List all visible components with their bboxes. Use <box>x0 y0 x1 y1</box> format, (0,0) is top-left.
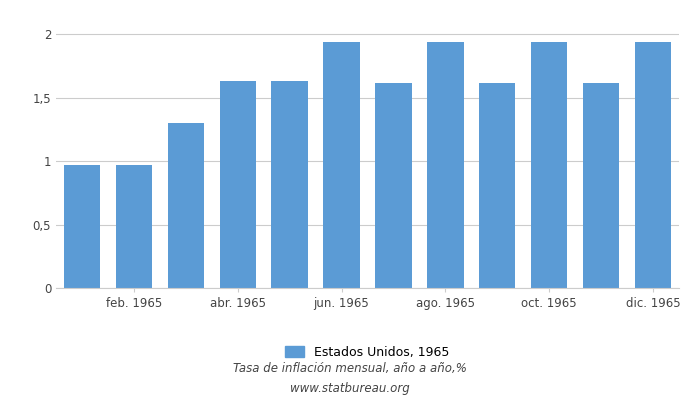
Bar <box>272 81 308 288</box>
Bar <box>583 82 620 288</box>
Text: www.statbureau.org: www.statbureau.org <box>290 382 410 395</box>
Bar <box>116 165 152 288</box>
Bar <box>427 42 463 288</box>
Legend: Estados Unidos, 1965: Estados Unidos, 1965 <box>281 341 454 364</box>
Bar <box>220 81 256 288</box>
Bar <box>479 82 515 288</box>
Bar <box>375 82 412 288</box>
Bar <box>323 42 360 288</box>
Bar <box>64 165 100 288</box>
Bar <box>635 42 671 288</box>
Bar <box>531 42 568 288</box>
Text: Tasa de inflación mensual, año a año,%: Tasa de inflación mensual, año a año,% <box>233 362 467 375</box>
Bar <box>167 123 204 288</box>
